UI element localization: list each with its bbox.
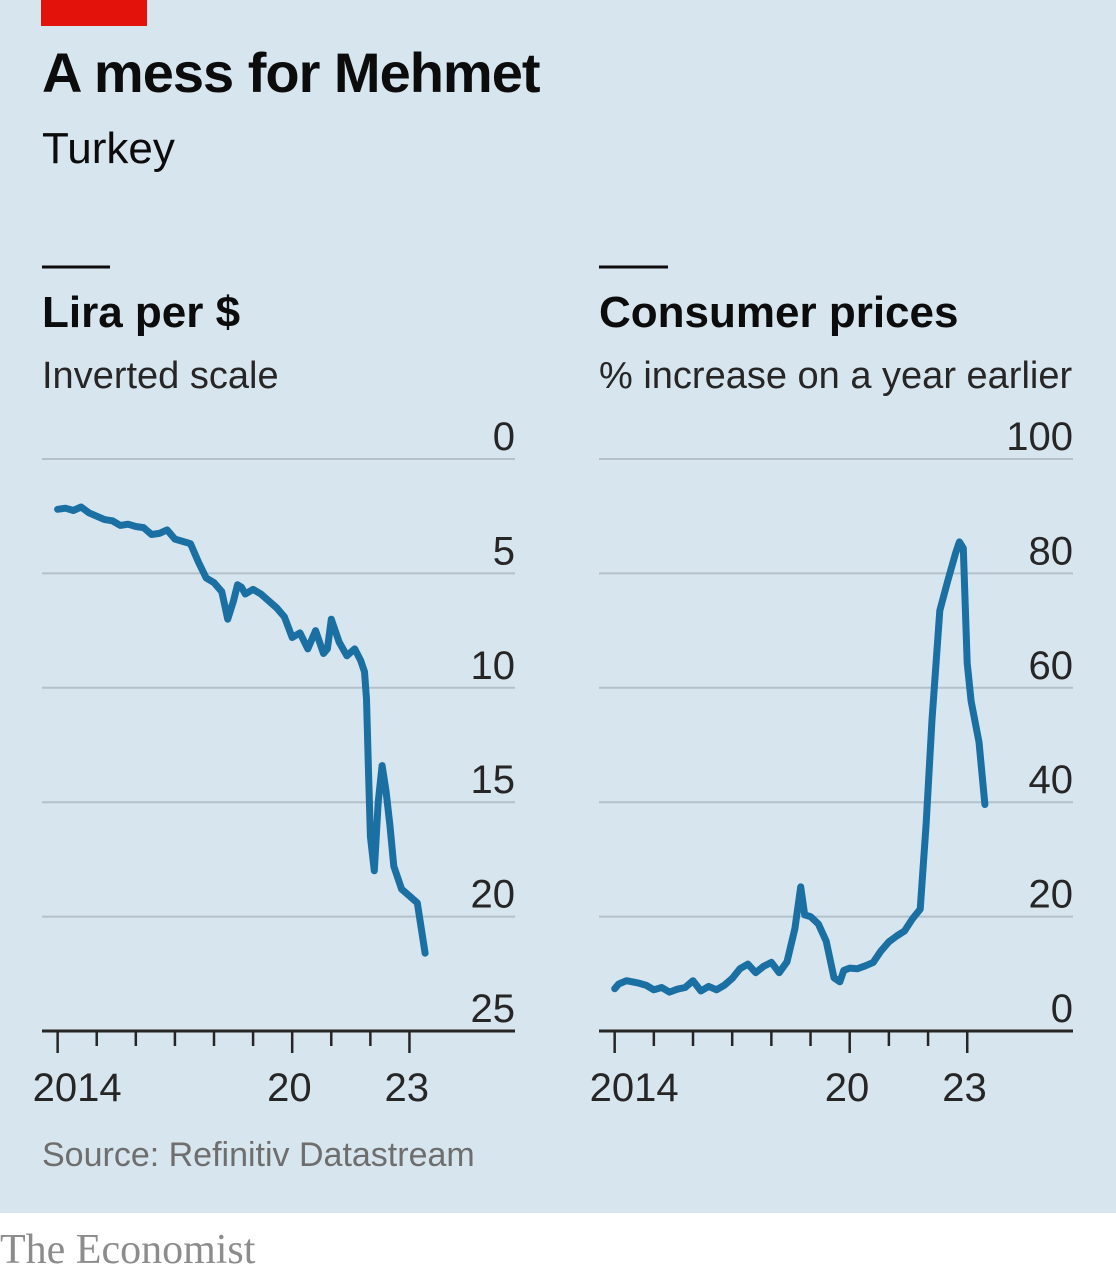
lira-x-tick-label: 2014 bbox=[33, 1066, 122, 1110]
cpi-chart-title: Consumer prices bbox=[599, 288, 958, 337]
page-title: A mess for Mehmet bbox=[42, 41, 540, 104]
lira-y-tick-label: 10 bbox=[471, 644, 516, 688]
lira-y-tick-label: 15 bbox=[471, 758, 516, 802]
cpi-y-tick-label: 20 bbox=[1029, 873, 1074, 917]
cpi-x-tick-label: 23 bbox=[942, 1066, 987, 1110]
lira-x-tick-label: 23 bbox=[384, 1066, 429, 1110]
cpi-gridlines bbox=[599, 458, 1073, 1033]
red-accent-tag bbox=[41, 0, 147, 26]
lira-y-tick-label: 5 bbox=[493, 529, 515, 573]
cpi-x-tick-label: 20 bbox=[825, 1066, 870, 1110]
lira-x-ticks: 2014 20 23 bbox=[33, 1031, 429, 1110]
cpi-chart-subtitle: % increase on a year earlier bbox=[599, 355, 1072, 397]
lira-chart: Lira per $ Inverted scale 0 5 10 15 20 25 201… bbox=[33, 265, 516, 1110]
lira-x-tick-label: 20 bbox=[267, 1066, 312, 1110]
cpi-y-tick-labels: 0 20 40 60 80 100 bbox=[1006, 415, 1073, 1031]
brand-wordmark: The Economist bbox=[0, 1227, 256, 1273]
cpi-y-tick-label: 100 bbox=[1006, 415, 1073, 459]
cpi-y-tick-label: 60 bbox=[1029, 644, 1074, 688]
cpi-x-ticks: 2014 20 23 bbox=[590, 1031, 987, 1110]
cpi-chart: Consumer prices % increase on a year ear… bbox=[590, 265, 1073, 1110]
cpi-series-line bbox=[611, 538, 989, 996]
cpi-y-tick-label: 0 bbox=[1051, 987, 1073, 1031]
lira-y-tick-label: 0 bbox=[493, 415, 515, 459]
lira-series-line bbox=[54, 503, 429, 957]
source-note: Source: Refinitiv Datastream bbox=[42, 1136, 475, 1174]
cpi-y-tick-label: 40 bbox=[1029, 758, 1074, 802]
chart-panel: A mess for Mehmet Turkey Lira per $ Inve… bbox=[0, 0, 1116, 1213]
cpi-y-tick-label: 80 bbox=[1029, 529, 1074, 573]
page-subtitle: Turkey bbox=[42, 124, 175, 173]
cpi-x-tick-label: 2014 bbox=[590, 1066, 679, 1110]
lira-gridlines bbox=[42, 458, 515, 1033]
lira-y-tick-labels: 0 5 10 15 20 25 bbox=[471, 415, 516, 1031]
lira-y-tick-label: 20 bbox=[471, 873, 516, 917]
lira-y-tick-label: 25 bbox=[471, 987, 516, 1031]
lira-chart-title: Lira per $ bbox=[42, 288, 240, 337]
lira-chart-subtitle: Inverted scale bbox=[42, 355, 279, 397]
